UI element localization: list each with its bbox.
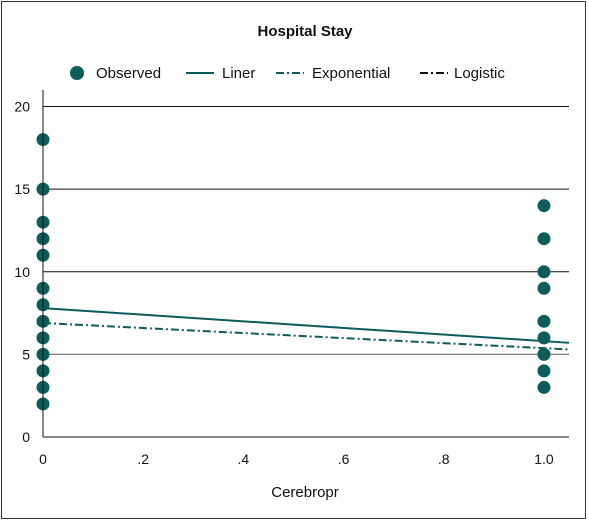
x-tick-label: .2 xyxy=(137,451,149,467)
legend-label-logistic: Logistic xyxy=(454,65,505,82)
x-tick-label: .4 xyxy=(238,451,250,467)
x-axis-title: Cerebropr xyxy=(271,484,339,501)
x-tick-label: .8 xyxy=(438,451,450,467)
y-tick-label: 10 xyxy=(14,264,30,280)
exponential-line xyxy=(42,321,570,351)
legend-marker-observed xyxy=(70,66,84,80)
observed-point xyxy=(537,199,551,213)
y-tick-label: 20 xyxy=(14,99,30,115)
observed-point xyxy=(537,380,551,394)
x-tick-label: .6 xyxy=(338,451,350,467)
observed-point xyxy=(537,314,551,328)
y-tick-label: 15 xyxy=(14,181,30,197)
axes: 0 5 10 15 20 0 .2 .4 .6 .8 1.0 xyxy=(14,90,569,467)
observed-point xyxy=(537,347,551,361)
liner-line xyxy=(42,307,570,344)
y-tick-label: 5 xyxy=(22,346,30,362)
observed-point xyxy=(537,364,551,378)
x-tick-label: 1.0 xyxy=(534,451,554,467)
legend: Observed Liner Exponential Logistic xyxy=(70,65,505,82)
legend-label-exponential: Exponential xyxy=(312,65,390,82)
observed-point xyxy=(537,281,551,295)
chart-title: Hospital Stay xyxy=(257,23,353,40)
y-tick-label: 0 xyxy=(22,429,30,445)
observed-point xyxy=(537,232,551,246)
observed-point xyxy=(537,265,551,279)
gridlines xyxy=(43,106,569,355)
legend-label-observed: Observed xyxy=(96,65,161,82)
legend-label-liner: Liner xyxy=(222,65,255,82)
x-tick-label: 0 xyxy=(39,451,47,467)
